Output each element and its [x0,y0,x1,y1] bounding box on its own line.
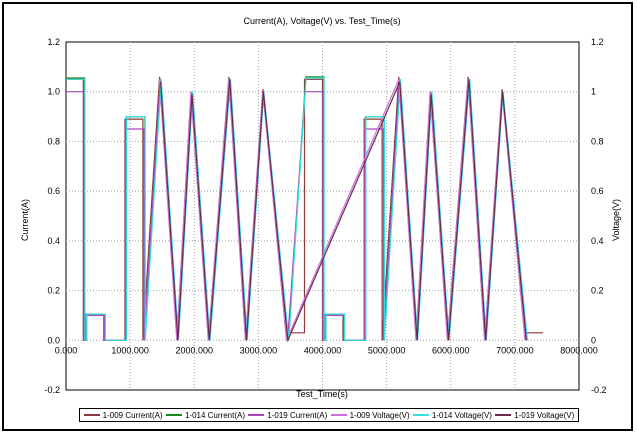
legend-item: 1-014 Voltage(V) [412,410,492,420]
y-tick-label-left: 1.2 [47,37,60,47]
x-tick-label: 6000.000 [432,345,470,355]
y-tick-label-right: 0.6 [591,186,604,196]
legend-label: 1-014 Current(A) [184,410,245,420]
y-tick-label-left: 0.0 [47,335,60,345]
x-tick-label: 1000.000 [111,345,149,355]
y-tick-label-right: 1 [591,87,596,97]
legend-item: 1-009 Current(A) [83,410,163,420]
legend-label: 1-009 Current(A) [102,410,163,420]
y-tick-label-right: -0.2 [591,385,607,395]
legend-item: 1-019 Voltage(V) [495,411,574,420]
legend-swatch [495,414,512,416]
y-tick-label-right: 0.8 [591,136,604,146]
plot-layer: -0.2 -0.2 0.0 0 0.2 0.2 0.4 0.4 0.6 0.6 0.8 0.8 1.0 1… [44,37,606,395]
legend-label: 1-009 Voltage(V) [349,410,410,420]
legend-item: 1-009 Voltage(V) [330,410,410,420]
x-tick-label: 0.000 [55,345,78,355]
y-tick-label-right: 0.2 [591,286,604,296]
legend-swatch [330,414,347,416]
x-tick-label: 8000.000 [560,345,598,355]
y-axis-label-right: Voltage(V) [611,199,621,241]
chart-title: Current(A), Voltage(V) vs. Test_Time(s) [243,16,400,26]
y-tick-label-left: 0.6 [47,186,60,196]
x-tick-label: 4000.000 [304,345,342,355]
x-tick-label: 2000.000 [175,345,213,355]
y-tick-label-right: 1.2 [591,37,604,47]
legend-item: 1-014 Current(A) [165,410,245,420]
y-tick-label-left: 0.8 [47,136,60,146]
legend-swatch [248,414,265,416]
y-tick-label-left: 1.0 [47,87,60,97]
legend-label: 1-014 Voltage(V) [431,410,492,420]
series-line-4 [159,79,526,341]
legend-swatch [412,414,429,416]
x-tick-label: 5000.000 [368,345,406,355]
y-tick-label-left: 0.2 [47,286,60,296]
legend: 1-009 Current(A) 1-014 Current(A) 1-019 Cu… [79,408,579,422]
y-tick-label-right: 0 [591,335,596,345]
legend-label: 1-019 Current(A) [267,410,328,420]
x-tick-label: 3000.000 [240,345,278,355]
legend-label: 1-019 Voltage(V) [514,410,575,420]
y-axis-label-left: Current(A) [20,199,30,241]
legend-item: 1-019 Current(A) [248,411,327,420]
x-axis-label: Test_Time(s) [296,389,348,399]
y-tick-label-left: 0.4 [47,236,60,246]
y-tick-label-left: -0.2 [44,385,60,395]
series-line-6 [160,79,527,343]
legend-swatch [83,414,100,416]
chart-frame: Current(A), Voltage(V) vs. Test_Time(s) … [2,2,633,431]
series-line-5 [66,77,528,341]
y-tick-label-right: 0.4 [591,236,604,246]
legend-swatch [165,414,182,416]
chart-svg: Current(A), Voltage(V) vs. Test_Time(s) … [20,16,621,399]
x-tick-label: 7000.000 [496,345,534,355]
